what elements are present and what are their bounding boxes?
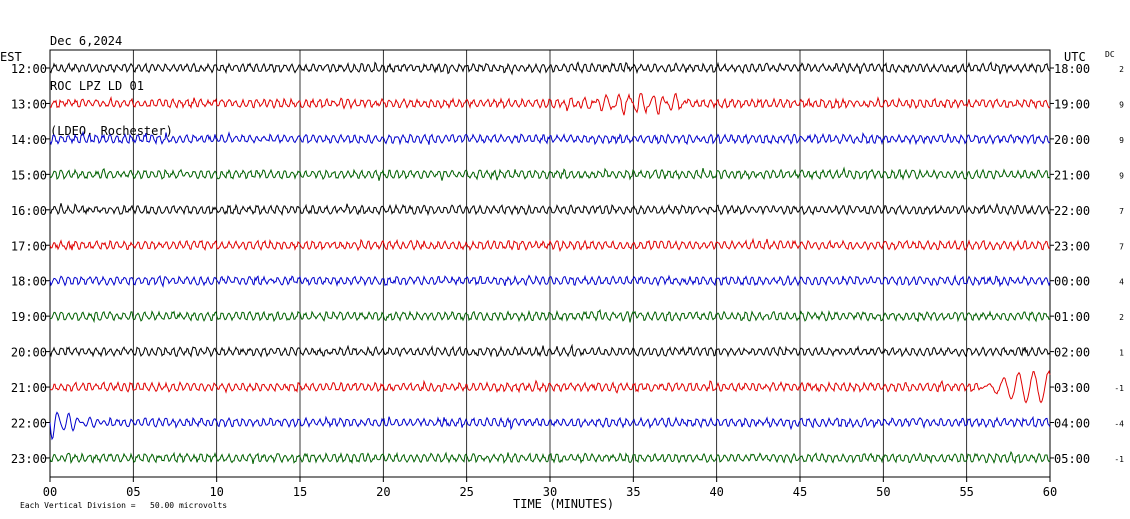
dc-value: 9 — [1119, 171, 1124, 180]
trace-19:00 — [49, 308, 1051, 324]
utc-label: 02:00 — [1054, 346, 1090, 360]
est-label: 17:00 — [11, 239, 47, 253]
footer-note: Each Vertical Division = 50.00 microvolt… — [20, 501, 227, 510]
x-tick-label-05: 05 — [126, 485, 140, 499]
x-tick-label-35: 35 — [626, 485, 640, 499]
dc-value: -4 — [1114, 420, 1124, 429]
dc-value: 4 — [1119, 278, 1124, 287]
utc-axis-label: UTC — [1064, 50, 1086, 64]
utc-label: 23:00 — [1054, 239, 1090, 253]
trace-13:00 — [49, 92, 1051, 116]
trace-15:00 — [49, 166, 1051, 181]
grid — [46, 49, 1054, 482]
utc-label: 21:00 — [1054, 168, 1090, 182]
est-label: 15:00 — [11, 168, 47, 182]
x-tick-label-55: 55 — [959, 485, 973, 499]
utc-label: 03:00 — [1054, 381, 1090, 395]
utc-label: 19:00 — [1054, 97, 1090, 111]
trace-17:00 — [49, 237, 1051, 252]
est-label: 20:00 — [11, 346, 47, 360]
est-label: 22:00 — [11, 417, 47, 431]
dc-value: 1 — [1119, 349, 1124, 358]
utc-label: 04:00 — [1054, 417, 1090, 431]
dc-label: DC — [1105, 50, 1115, 59]
x-tick-label-40: 40 — [709, 485, 723, 499]
row-labels: 12:00 18:00 213:00 19:00 914:00 20:00 915:00 21… — [11, 62, 1124, 466]
utc-label: 05:00 — [1054, 452, 1090, 466]
date-label: Dec 6,2024 — [50, 34, 123, 48]
dc-value: 2 — [1119, 313, 1124, 322]
trace-21:00 — [49, 370, 1051, 404]
utc-label: 20:00 — [1054, 133, 1090, 147]
trace-22:00 — [49, 411, 1051, 441]
est-label: 19:00 — [11, 310, 47, 324]
dc-value: 9 — [1119, 136, 1124, 145]
trace-14:00 — [49, 130, 1051, 146]
x-tick-label-45: 45 — [793, 485, 807, 499]
utc-label: 18:00 — [1054, 62, 1090, 76]
est-label: 14:00 — [11, 133, 47, 147]
trace-18:00 — [49, 274, 1051, 288]
dc-value: -1 — [1114, 455, 1124, 464]
x-tick-label-10: 10 — [209, 485, 223, 499]
est-label: 18:00 — [11, 275, 47, 289]
trace-23:00 — [49, 450, 1051, 465]
trace-12:00 — [49, 61, 1051, 76]
est-axis-label: EST — [0, 50, 22, 64]
trace-16:00 — [49, 202, 1051, 217]
utc-label: 01:00 — [1054, 310, 1090, 324]
est-label: 16:00 — [11, 204, 47, 218]
x-tick-label-60: 60 — [1043, 485, 1057, 499]
utc-label: 00:00 — [1054, 275, 1090, 289]
x-axis-label: TIME (MINUTES) — [513, 497, 614, 511]
est-label: 23:00 — [11, 452, 47, 466]
x-tick-label-50: 50 — [876, 485, 890, 499]
x-tick-label-20: 20 — [376, 485, 390, 499]
dc-value: 7 — [1119, 242, 1124, 251]
dc-value: 9 — [1119, 100, 1124, 109]
dc-value: -1 — [1114, 384, 1124, 393]
x-tick-labels: 00 05 10 15 20 25 30 35 40 45 50 55 60 — [43, 485, 1057, 499]
utc-label: 22:00 — [1054, 204, 1090, 218]
trace-20:00 — [49, 343, 1051, 358]
traces — [49, 61, 1051, 465]
dc-value: 7 — [1119, 207, 1124, 216]
dc-value: 2 — [1119, 65, 1124, 74]
header: Dec 6,2024 ROC LPZ LD 01 (LDEO, Rocheste… — [50, 4, 173, 154]
est-label: 13:00 — [11, 97, 47, 111]
x-tick-label-30: 30 — [543, 485, 557, 499]
x-tick-label-25: 25 — [459, 485, 473, 499]
x-tick-label-15: 15 — [293, 485, 307, 499]
est-label: 21:00 — [11, 381, 47, 395]
est-label: 12:00 — [11, 62, 47, 76]
x-tick-label-00: 00 — [43, 485, 57, 499]
